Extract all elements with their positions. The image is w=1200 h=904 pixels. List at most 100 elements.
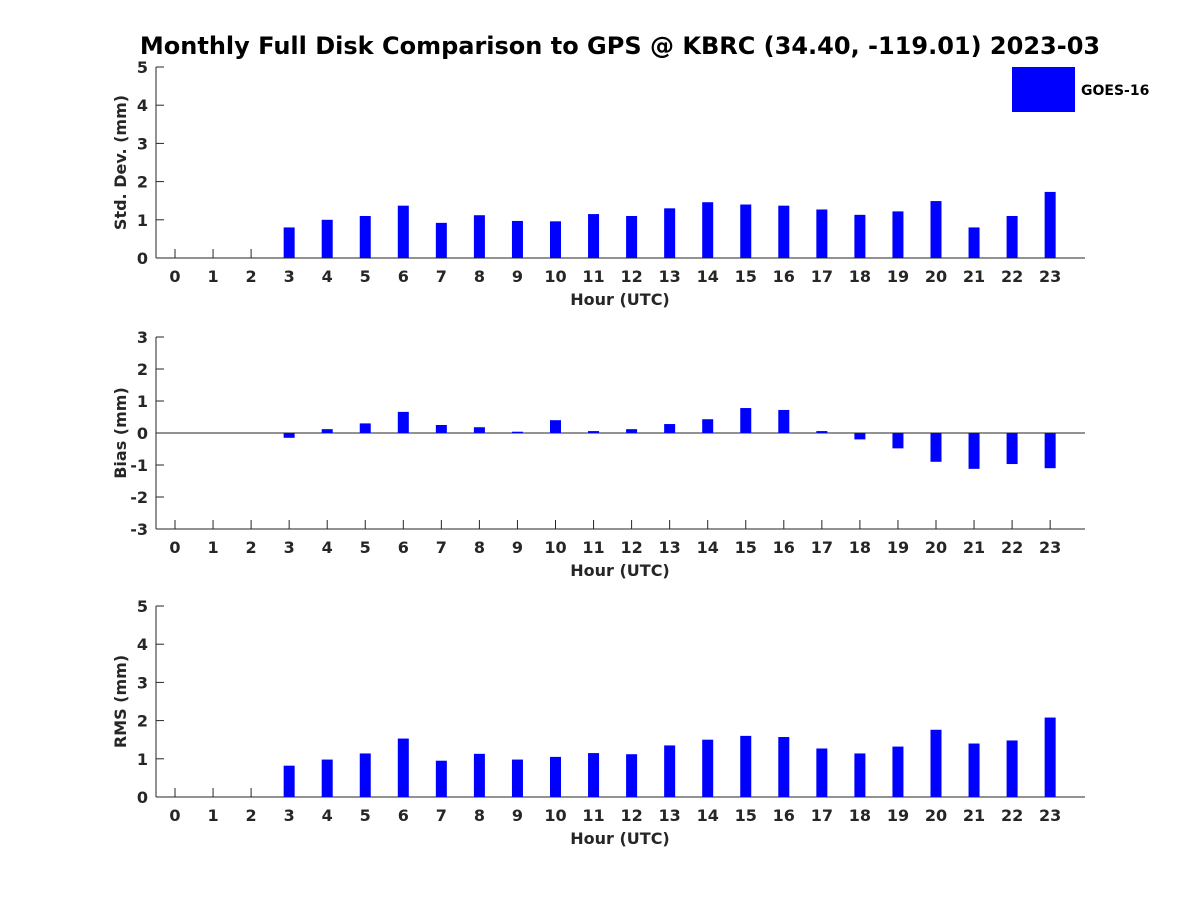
bar-hour-15 [740,204,752,258]
bar-hour-17 [816,209,828,258]
bar-hour-6 [397,205,409,258]
bar-hour-7 [435,760,447,797]
bar-hour-4 [321,429,333,433]
y-tick-label: 0 [137,788,148,807]
bar-hour-16 [778,409,790,433]
x-tick-label: 17 [811,267,833,286]
x-tick-label: 18 [849,538,871,557]
y-tick-label: 5 [137,597,148,616]
bar-hour-20 [930,201,942,258]
x-tick-label: 3 [284,267,295,286]
x-tick-label: 20 [925,538,947,557]
bar-hour-22 [1006,433,1018,465]
bar-hour-21 [968,227,980,258]
y-tick-label: 5 [137,58,148,77]
x-tick-label: 23 [1039,538,1061,557]
x-tick-label: 21 [963,806,985,825]
bar-hour-16 [778,737,790,797]
x-tick-label: 1 [207,267,218,286]
bar-hour-7 [435,222,447,258]
x-tick-label: 1 [207,538,218,557]
bar-hour-8 [473,215,485,258]
y-tick-label: 3 [137,673,148,692]
bar-hour-12 [626,429,638,433]
x-tick-label: 8 [474,267,485,286]
x-tick-label: 4 [322,806,333,825]
x-tick-label: 21 [963,267,985,286]
x-tick-label: 5 [360,267,371,286]
bar-hour-17 [816,431,828,433]
bar-hour-3 [283,765,295,797]
x-tick-label: 2 [246,267,257,286]
bar-hour-19 [892,746,904,797]
x-tick-label: 3 [284,538,295,557]
x-tick-label: 8 [474,538,485,557]
x-tick-label: 16 [773,538,795,557]
bar-hour-5 [359,215,371,258]
x-tick-label: 14 [697,267,719,286]
x-tick-label: 23 [1039,806,1061,825]
x-tick-label: 22 [1001,806,1023,825]
x-tick-label: 20 [925,806,947,825]
bar-hour-6 [397,411,409,433]
x-tick-label: 15 [735,538,757,557]
bar-hour-18 [854,214,866,258]
bar-hour-14 [702,419,714,433]
x-tick-label: 0 [169,538,180,557]
bar-hour-15 [740,408,752,433]
y-tick-label: 3 [137,328,148,347]
x-tick-label: 5 [360,538,371,557]
bar-hour-4 [321,759,333,797]
x-tick-label: 15 [735,806,757,825]
x-axis-label: Hour (UTC) [570,561,670,580]
bar-hour-6 [397,738,409,797]
x-tick-label: 5 [360,806,371,825]
bar-hour-23 [1044,433,1056,469]
bar-hour-13 [664,745,676,797]
x-tick-label: 12 [620,267,642,286]
x-tick-label: 1 [207,806,218,825]
bar-hour-5 [359,753,371,797]
bar-hour-11 [588,753,600,797]
y-tick-label: 1 [137,392,148,411]
x-tick-label: 4 [322,267,333,286]
bar-hour-21 [968,743,980,797]
x-axis-label: Hour (UTC) [570,829,670,848]
bar-hour-12 [626,215,638,258]
x-tick-label: 9 [512,538,523,557]
bar-hour-8 [473,427,485,433]
bar-hour-8 [473,753,485,797]
x-tick-label: 10 [544,806,566,825]
y-tick-label: -2 [130,488,148,507]
legend-label-goes-16: GOES-16 [1081,83,1149,99]
x-tick-label: 15 [735,267,757,286]
bar-hour-20 [930,433,942,462]
x-tick-label: 10 [544,538,566,557]
bar-hour-9 [511,220,523,258]
x-tick-label: 7 [436,806,447,825]
x-axis-label: Hour (UTC) [570,290,670,309]
x-tick-label: 22 [1001,267,1023,286]
y-tick-label: 1 [137,211,148,230]
bar-hour-21 [968,433,980,469]
x-tick-label: 2 [246,806,257,825]
y-axis-label: Bias (mm) [111,387,130,479]
x-tick-label: 9 [512,806,523,825]
x-tick-label: 23 [1039,267,1061,286]
bar-hour-12 [626,754,638,797]
x-tick-label: 16 [773,806,795,825]
x-tick-label: 16 [773,267,795,286]
bar-hour-19 [892,433,904,449]
x-tick-label: 17 [811,538,833,557]
x-tick-label: 21 [963,538,985,557]
x-tick-label: 20 [925,267,947,286]
x-tick-label: 8 [474,806,485,825]
x-tick-label: 12 [620,538,642,557]
bar-hour-16 [778,205,790,258]
y-tick-label: 2 [137,173,148,192]
